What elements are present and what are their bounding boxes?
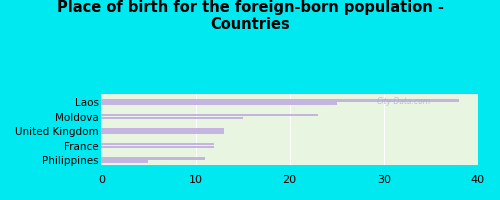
- Bar: [102, 99, 459, 102]
- Bar: [102, 146, 214, 148]
- Bar: [102, 117, 242, 119]
- Bar: [102, 143, 214, 145]
- Text: Place of birth for the foreign-born population -
Countries: Place of birth for the foreign-born popu…: [56, 0, 444, 32]
- Bar: [102, 131, 224, 134]
- Bar: [102, 114, 318, 116]
- Bar: [102, 160, 148, 163]
- Bar: [102, 157, 205, 160]
- Bar: [102, 102, 336, 105]
- Bar: [102, 128, 224, 131]
- Text: City-Data.com: City-Data.com: [376, 97, 430, 106]
